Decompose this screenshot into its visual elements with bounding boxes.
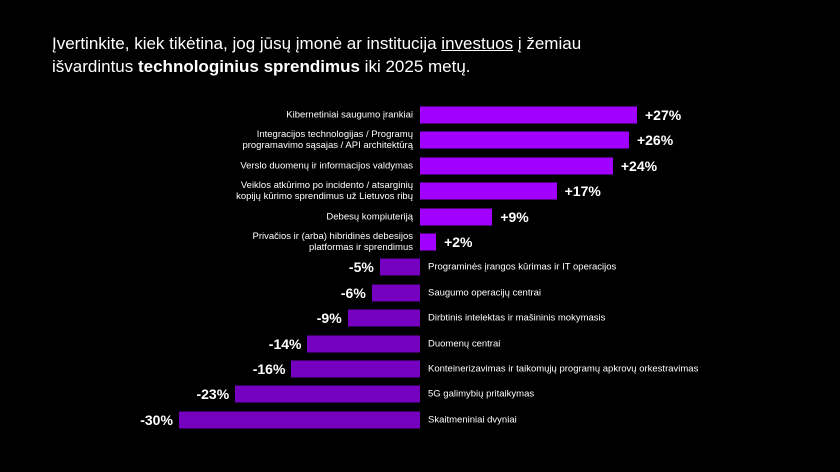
category-label: Programinės įrangos kūrimas ir IT operac… xyxy=(428,261,617,273)
title-segment: technologinius sprendimus xyxy=(137,57,360,76)
category-label: Debesų kompiuteriją xyxy=(326,211,413,223)
value-label: -6% xyxy=(340,284,366,301)
value-label: -23% xyxy=(196,386,230,403)
title-segment: investuos xyxy=(441,34,514,53)
bar xyxy=(420,233,437,251)
title-segment: į žemiau xyxy=(513,34,582,53)
category-label: 5G galimybių pritaikymas xyxy=(428,388,535,400)
value-label: +17% xyxy=(564,183,601,200)
bar xyxy=(420,182,557,200)
value-label: +26% xyxy=(636,132,674,149)
title-line: išvardintus technologinius sprendimus ik… xyxy=(52,55,581,78)
bar xyxy=(291,360,420,378)
category-label: Saugumo operacijų centrai xyxy=(428,287,542,299)
title-segment: Įvertinkite, kiek tikėtina, jog jūsų įmo… xyxy=(52,34,442,53)
category-label: Veiklos atkūrimo po incidento / atsargin… xyxy=(236,180,413,203)
category-label: Dirbtinis intelektas ir mašininis mokyma… xyxy=(428,312,606,324)
value-label: -5% xyxy=(348,259,374,276)
category-label: Verslo duomenų ir informacijos valdymas xyxy=(240,160,413,172)
title-segment: išvardintus xyxy=(52,57,138,76)
chart-title: Įvertinkite, kiek tikėtina, jog jūsų įmo… xyxy=(52,32,581,78)
value-label: -30% xyxy=(140,411,173,428)
title-segment: iki 2025 metų. xyxy=(359,57,471,76)
bar xyxy=(420,157,613,175)
value-label: -9% xyxy=(316,310,342,327)
bar xyxy=(371,284,420,302)
value-label: +9% xyxy=(500,208,529,225)
value-label: +2% xyxy=(444,234,473,250)
category-label: Skaitmeniniai dvyniai xyxy=(428,414,517,426)
bar xyxy=(235,385,420,403)
bar xyxy=(178,411,420,429)
bar xyxy=(420,106,637,124)
value-label: -16% xyxy=(252,361,286,377)
value-label: +24% xyxy=(620,157,658,174)
category-label: Konteinerizavimas ir taikomųjų programų … xyxy=(428,363,699,375)
value-label: +27% xyxy=(645,107,682,123)
bar xyxy=(420,131,629,149)
category-label: Integracijos technologijas / Programų pr… xyxy=(242,129,413,152)
bar xyxy=(347,309,420,327)
category-label: Kibernetiniai saugumo įrankiai xyxy=(286,109,413,121)
bar xyxy=(420,208,493,226)
bar xyxy=(379,258,420,276)
category-label: Duomenų centrai xyxy=(428,338,501,350)
title-line: Įvertinkite, kiek tikėtina, jog jūsų įmo… xyxy=(52,32,581,55)
category-label: Privačios ir (arba) hibridinės debesijos… xyxy=(252,231,413,253)
bar xyxy=(307,335,420,353)
value-label: -14% xyxy=(268,335,302,352)
